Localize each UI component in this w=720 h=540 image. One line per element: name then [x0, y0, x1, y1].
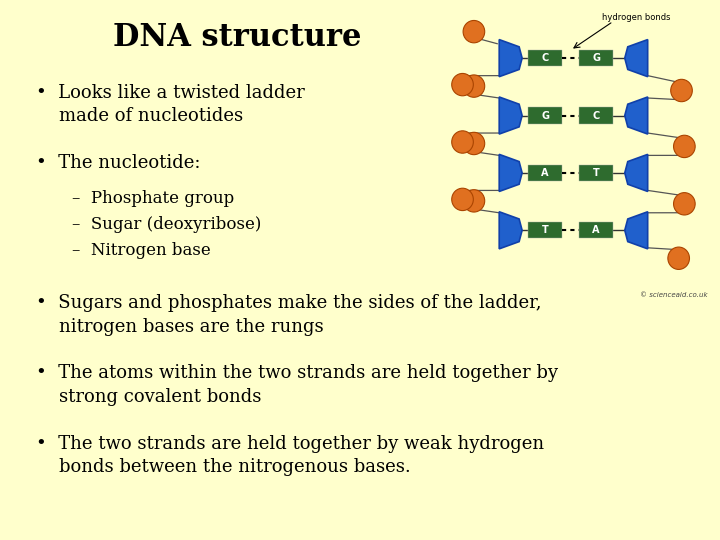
Text: •  The two strands are held together by weak hydrogen
    bonds between the nitr: • The two strands are held together by w…	[36, 435, 544, 476]
Polygon shape	[499, 212, 522, 249]
Circle shape	[673, 135, 696, 158]
Text: •  The atoms within the two strands are held together by
    strong covalent bon: • The atoms within the two strands are h…	[36, 364, 558, 406]
Text: •  Looks like a twisted ladder
    made of nucleotides: • Looks like a twisted ladder made of nu…	[36, 84, 305, 125]
Text: G: G	[541, 111, 549, 120]
Text: A: A	[541, 168, 549, 178]
Text: A: A	[593, 225, 600, 235]
Circle shape	[463, 21, 485, 43]
Circle shape	[463, 190, 485, 212]
Bar	[579, 222, 613, 238]
Text: T: T	[541, 225, 549, 235]
Polygon shape	[625, 154, 648, 192]
Bar	[579, 50, 613, 66]
Circle shape	[673, 193, 696, 215]
Text: hydrogen bonds: hydrogen bonds	[602, 12, 670, 22]
Text: © scienceaid.co.uk: © scienceaid.co.uk	[639, 292, 707, 298]
Circle shape	[668, 247, 690, 269]
Text: G: G	[592, 53, 600, 63]
Bar	[528, 50, 562, 66]
Bar	[528, 165, 562, 181]
Polygon shape	[625, 97, 648, 134]
Text: –  Phosphate group: – Phosphate group	[72, 190, 234, 207]
Circle shape	[463, 132, 485, 154]
Bar	[528, 107, 562, 124]
Text: C: C	[541, 53, 549, 63]
Bar	[579, 107, 613, 124]
Text: DNA structure: DNA structure	[113, 22, 362, 52]
Text: –  Sugar (deoxyribose): – Sugar (deoxyribose)	[72, 216, 261, 233]
Bar	[579, 165, 613, 181]
Circle shape	[451, 73, 473, 96]
Circle shape	[671, 79, 693, 102]
Polygon shape	[625, 212, 648, 249]
Text: –  Nitrogen base: – Nitrogen base	[72, 242, 211, 259]
Text: •  The nucleotide:: • The nucleotide:	[36, 154, 200, 172]
Text: T: T	[593, 168, 600, 178]
Bar	[528, 222, 562, 238]
Polygon shape	[499, 39, 522, 77]
Text: C: C	[593, 111, 600, 120]
Text: •  Sugars and phosphates make the sides of the ladder,
    nitrogen bases are th: • Sugars and phosphates make the sides o…	[36, 294, 541, 336]
Polygon shape	[499, 97, 522, 134]
Polygon shape	[499, 154, 522, 192]
Circle shape	[451, 131, 473, 153]
Circle shape	[451, 188, 473, 211]
Polygon shape	[625, 39, 648, 77]
Circle shape	[463, 75, 485, 97]
